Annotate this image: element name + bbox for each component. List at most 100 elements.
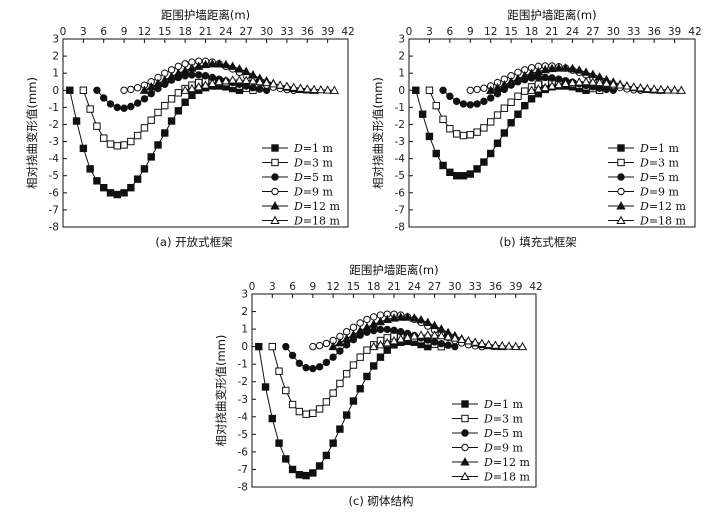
data-point xyxy=(418,110,427,118)
legend-label: D=18 m xyxy=(483,471,531,484)
data-point xyxy=(383,325,391,334)
data-point xyxy=(554,63,564,72)
legend-label: D=1 m xyxy=(483,398,524,411)
data-point xyxy=(526,85,537,94)
y-tick-label: -3 xyxy=(238,394,248,406)
x-tick-label: 0 xyxy=(60,26,67,38)
data-point xyxy=(255,342,263,351)
legend-marker xyxy=(461,429,469,437)
data-point xyxy=(473,128,481,136)
data-point xyxy=(363,315,371,324)
x-tick-label: 30 xyxy=(607,26,620,38)
data-point xyxy=(342,341,351,349)
data-point xyxy=(439,115,447,124)
legend-label: D=3 m xyxy=(483,413,524,426)
data-point xyxy=(492,82,503,92)
legend-label: D=9 m xyxy=(483,442,524,455)
data-point xyxy=(486,85,496,94)
data-point xyxy=(282,386,290,395)
data-point xyxy=(370,326,378,335)
panel-caption: (b) 填充式框架 xyxy=(499,235,576,249)
data-point xyxy=(174,89,183,97)
data-point xyxy=(389,336,399,345)
data-point xyxy=(547,63,557,73)
data-point xyxy=(490,340,501,349)
data-point xyxy=(466,101,474,109)
y-axis-label: 相对挠曲变形值(mm) xyxy=(214,335,228,447)
data-point xyxy=(432,101,440,110)
data-point xyxy=(466,170,474,178)
data-point xyxy=(329,85,340,94)
data-point xyxy=(521,101,529,110)
data-point xyxy=(356,385,364,393)
data-point xyxy=(356,353,364,361)
data-point xyxy=(527,95,536,103)
x-tick-label: 21 xyxy=(545,26,558,38)
data-point xyxy=(511,341,521,351)
legend-marker xyxy=(461,443,469,452)
data-point xyxy=(275,80,285,89)
data-point xyxy=(450,333,460,342)
data-point xyxy=(425,132,434,141)
data-point xyxy=(336,379,344,388)
data-point xyxy=(499,79,509,89)
x-tick-label: 12 xyxy=(138,26,151,38)
x-tick-label: 3 xyxy=(269,281,276,293)
chart-panel-a: 0 3 6 9 12 15 18 21 24 27 30 33 36 39 423210-1-2-3-4-5… xyxy=(25,8,355,249)
y-tick-label: -1 xyxy=(49,102,59,114)
data-point xyxy=(201,72,210,80)
data-point xyxy=(309,469,317,477)
x-tick-label: 0 xyxy=(406,26,413,38)
data-point xyxy=(127,85,135,94)
data-point xyxy=(261,77,272,87)
x-tick-label: 33 xyxy=(627,26,640,38)
data-point xyxy=(390,326,398,335)
y-tick-label: -4 xyxy=(238,411,249,423)
data-point xyxy=(86,105,94,113)
data-point xyxy=(288,465,297,474)
data-point xyxy=(595,77,605,87)
data-point xyxy=(227,61,238,70)
x-tick-label: 27 xyxy=(586,26,599,38)
data-point xyxy=(309,84,319,93)
x-tick-label: 15 xyxy=(504,26,517,38)
legend-label: D=1 m xyxy=(639,142,680,155)
y-tick-label: -6 xyxy=(238,446,249,458)
y-tick-label: -6 xyxy=(395,187,406,199)
legend-marker xyxy=(460,457,470,466)
data-point xyxy=(234,64,245,73)
legend: D=1 m D=3 mD=5 m D=9 mD=12 m D=18 m xyxy=(452,398,531,484)
data-point xyxy=(560,63,571,72)
data-point xyxy=(446,125,454,133)
data-point xyxy=(459,172,468,180)
y-tick-label: -5 xyxy=(395,170,405,182)
data-point xyxy=(389,313,399,322)
y-tick-label: -7 xyxy=(238,464,248,476)
y-tick-label: -8 xyxy=(49,222,59,234)
data-point xyxy=(656,84,666,94)
data-point xyxy=(635,83,646,92)
data-point xyxy=(484,339,494,349)
data-point xyxy=(295,83,306,92)
legend-marker xyxy=(271,187,279,196)
legend-marker xyxy=(617,187,625,196)
data-point xyxy=(322,398,331,406)
x-axis-label: 距围护墙距离(m) xyxy=(349,263,438,277)
legend-marker xyxy=(461,414,469,423)
data-point xyxy=(315,462,324,470)
data-point xyxy=(533,66,544,76)
data-point xyxy=(174,107,183,115)
data-point xyxy=(473,85,481,94)
data-point xyxy=(669,85,680,94)
data-point xyxy=(430,338,439,346)
y-tick-label: -2 xyxy=(395,119,405,131)
data-point xyxy=(376,353,385,361)
data-point xyxy=(336,347,344,355)
x-tick-label: 3 xyxy=(80,26,87,38)
y-axis-label: 相对挠曲变形值(mm) xyxy=(371,77,385,189)
data-point xyxy=(493,111,502,119)
x-tick-label: 21 xyxy=(199,26,212,38)
data-point xyxy=(567,77,578,87)
y-tick-label: 1 xyxy=(241,324,248,336)
